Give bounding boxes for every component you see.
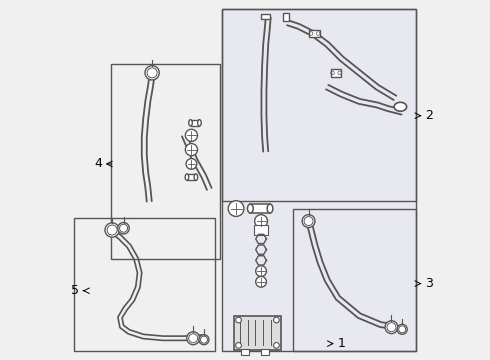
- Bar: [191, 120, 199, 126]
- Circle shape: [256, 276, 267, 287]
- Circle shape: [105, 223, 119, 237]
- Ellipse shape: [197, 120, 201, 126]
- Circle shape: [385, 321, 398, 334]
- Bar: [222, 9, 416, 351]
- Circle shape: [236, 317, 242, 323]
- Text: 4: 4: [94, 157, 102, 170]
- Bar: [261, 348, 269, 355]
- Ellipse shape: [394, 102, 407, 111]
- Bar: [187, 174, 196, 180]
- Circle shape: [397, 324, 407, 334]
- Bar: [293, 208, 416, 351]
- Bar: [261, 14, 270, 19]
- Circle shape: [228, 201, 244, 216]
- Circle shape: [199, 335, 209, 345]
- Text: 3: 3: [425, 277, 433, 290]
- Circle shape: [236, 342, 242, 348]
- Bar: [111, 64, 220, 258]
- Bar: [309, 30, 320, 37]
- Text: 5: 5: [71, 284, 79, 297]
- Bar: [283, 13, 289, 21]
- Ellipse shape: [185, 174, 189, 180]
- Bar: [234, 316, 281, 350]
- Bar: [222, 9, 416, 351]
- Text: 1: 1: [338, 337, 346, 350]
- Circle shape: [302, 215, 315, 228]
- Ellipse shape: [247, 204, 253, 213]
- Circle shape: [118, 222, 129, 234]
- Bar: [242, 348, 249, 355]
- Circle shape: [273, 342, 279, 348]
- Circle shape: [256, 266, 267, 276]
- Ellipse shape: [189, 120, 192, 126]
- Bar: [250, 204, 270, 213]
- Circle shape: [187, 332, 199, 345]
- Bar: [254, 225, 268, 235]
- Bar: [331, 69, 342, 77]
- Circle shape: [255, 215, 268, 228]
- Ellipse shape: [194, 174, 197, 180]
- Circle shape: [145, 66, 159, 80]
- Circle shape: [186, 158, 197, 169]
- Ellipse shape: [267, 204, 273, 213]
- Circle shape: [273, 317, 279, 323]
- Circle shape: [185, 144, 197, 156]
- Circle shape: [185, 129, 197, 141]
- Text: 2: 2: [425, 109, 433, 122]
- Bar: [222, 9, 416, 202]
- Bar: [74, 217, 215, 351]
